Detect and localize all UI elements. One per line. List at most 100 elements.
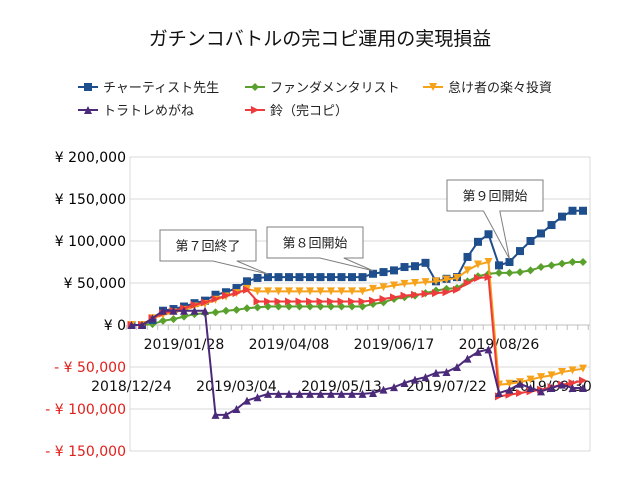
data-point-triangle-down (358, 287, 367, 296)
data-point-diamond (579, 258, 587, 266)
series-line (131, 260, 584, 386)
data-point-triangle-up (505, 385, 514, 394)
data-point-square (358, 273, 367, 282)
data-point-square (579, 206, 587, 215)
data-point-triangle-down (369, 284, 377, 293)
y-tick-label: ¥ 0 (104, 318, 126, 334)
data-point-triangle-right (327, 297, 335, 306)
legend-item: 鈴（完コピ） (245, 104, 348, 119)
data-point-triangle-up (568, 384, 577, 392)
data-point-square (348, 273, 356, 282)
data-point-square (568, 206, 577, 215)
callouts: 第７回終了 第８回開始 第９回開始 (159, 179, 544, 275)
callout-label: 第８回開始 (282, 237, 347, 252)
data-point-square (547, 221, 556, 230)
data-point-square (558, 212, 566, 221)
data-point-square (222, 288, 230, 297)
data-point-diamond (274, 302, 283, 311)
data-point-triangle-down (537, 373, 545, 382)
data-point-square (474, 237, 482, 246)
data-point-triangle-up (358, 389, 367, 398)
data-point-triangle-right (453, 285, 461, 294)
data-point-triangle-down (463, 266, 472, 275)
data-point-square (285, 273, 293, 282)
data-point-diamond (285, 302, 293, 311)
data-point-triangle-right (484, 273, 493, 282)
x-tick-label: 2019/05/13 (301, 379, 382, 395)
chart-title: ガチンコバトルの完コピ運用の実現損益 (149, 28, 492, 50)
data-point-triangle-up (516, 379, 524, 388)
data-point-triangle-down (453, 273, 461, 282)
data-point-triangle-up (264, 389, 272, 398)
data-point-diamond (348, 302, 356, 311)
data-point-triangle-right (232, 289, 241, 298)
data-point-triangle-down (274, 287, 283, 296)
data-point-triangle-up (253, 393, 262, 402)
data-point-triangle-up (484, 345, 493, 354)
data-point-triangle-right (516, 389, 524, 398)
data-point-triangle-down (505, 379, 514, 388)
data-point-square (421, 258, 430, 267)
data-point-square (264, 273, 272, 282)
data-point-triangle-up (442, 368, 451, 377)
data-point-square (211, 290, 220, 299)
callout-box (266, 226, 374, 272)
data-point-triangle-down (568, 366, 577, 375)
data-point-triangle-right (568, 378, 577, 387)
data-point-triangle-right (348, 297, 356, 306)
data-point-triangle-down (421, 278, 430, 287)
data-point-diamond (306, 302, 314, 311)
series-3 (127, 306, 587, 419)
data-point-diamond (253, 303, 262, 312)
data-point-triangle-up (190, 306, 199, 315)
data-point-triangle-down (474, 260, 482, 269)
data-point-diamond (243, 304, 251, 313)
data-point-triangle-up (411, 375, 419, 384)
data-point-square (400, 263, 409, 272)
data-point-triangle-right (432, 289, 440, 298)
data-point-triangle-up (379, 385, 388, 394)
data-point-triangle-up (159, 306, 167, 315)
data-point-square (369, 269, 377, 278)
data-point-square (379, 268, 388, 277)
data-point-square (495, 261, 503, 270)
data-point-diamond (316, 302, 325, 311)
data-point-triangle-up (138, 321, 146, 329)
data-point-triangle-up (526, 384, 535, 392)
data-point-square (516, 247, 524, 256)
data-point-triangle-right (295, 297, 304, 306)
callout: 第８回開始 (266, 226, 374, 272)
callout-box (159, 229, 269, 275)
data-point-triangle-down (327, 287, 335, 296)
data-point-triangle-up (211, 410, 220, 419)
data-point-triangle-up (337, 389, 346, 398)
data-point-square (274, 273, 283, 282)
data-point-triangle-up (243, 396, 251, 405)
data-point-diamond (558, 259, 566, 268)
data-point-triangle-up (558, 380, 566, 389)
data-point-diamond (251, 83, 259, 91)
y-tick-label: - ¥ 100,000 (45, 402, 126, 418)
data-point-triangle-right (421, 289, 430, 298)
data-point-square (253, 273, 262, 282)
data-point-square (337, 273, 346, 282)
data-point-triangle-up (432, 368, 440, 377)
data-point-diamond (295, 302, 304, 311)
data-point-triangle-up (201, 306, 209, 315)
data-point-square (306, 273, 314, 282)
data-point-triangle-right (211, 294, 220, 303)
data-point-triangle-down (442, 275, 451, 284)
x-tick-label: 2019/01/28 (144, 337, 225, 353)
data-point-square (505, 258, 514, 266)
data-point-diamond (568, 258, 577, 266)
data-point-triangle-down (285, 287, 293, 296)
callout-box (446, 179, 544, 260)
x-tick-label: 2019/04/08 (249, 337, 330, 353)
data-point-triangle-right (411, 290, 419, 299)
callout-label: 第７回終了 (175, 239, 240, 255)
data-point-triangle-right (222, 291, 230, 300)
series-line (131, 261, 583, 326)
legend-label: ファンダメンタリスト (270, 81, 400, 96)
data-point-triangle-right (442, 288, 451, 297)
